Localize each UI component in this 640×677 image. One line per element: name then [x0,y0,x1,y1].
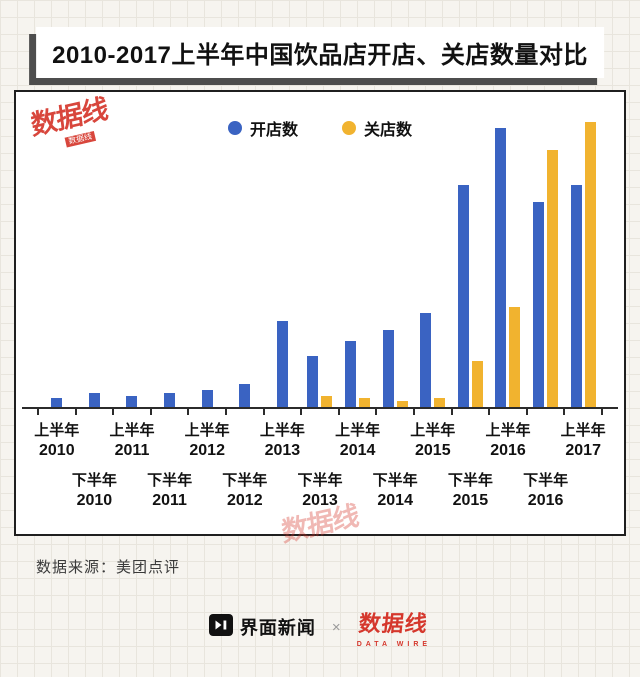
close-count-bar [509,307,521,407]
legend-label: 关店数 [364,122,413,139]
open-count-bar [382,330,394,407]
jiemian-news-icon [208,613,233,642]
bar-group [489,110,527,407]
bar-group [376,110,414,407]
open-count-bar [457,185,469,407]
x-axis-label: 下半年 2016 [523,472,569,509]
legend-item: 开店数 [227,116,298,140]
axis-tick [488,409,491,415]
x-axis-label: 上半年 2013 [259,422,305,459]
bar-group [301,110,339,407]
axis-tick [601,409,603,415]
x-axis-label: 上半年 2012 [184,422,230,459]
jiemian-news-label: 界面新闻 [239,618,316,638]
axis-tick [375,409,378,415]
close-count-bar [396,401,408,407]
open-count-bar [570,185,582,407]
x-axis-label: 下半年 2011 [147,472,193,509]
open-count-bar [276,321,288,407]
open-count-bar [51,398,63,407]
axis-tick [149,409,152,415]
open-count-bar [533,202,545,407]
legend-dot-icon [227,121,242,135]
chart-legend: 开店数 关店数 [16,116,624,140]
x-axis-label: 上半年 2017 [560,422,606,459]
close-count-bar [584,122,596,407]
bar-group [264,110,302,407]
x-axis-label: 下半年 2015 [447,472,493,509]
bar-group [339,110,377,407]
bar-group [452,110,490,407]
x-axis-label: 上半年 2011 [109,422,155,459]
x-axis-label: 上半年 2015 [410,422,456,459]
logo-separator: × [331,618,341,636]
close-count-bar [471,361,483,407]
axis-tick [450,409,453,415]
axis-tick [74,409,77,415]
bar-plot-area [22,110,618,409]
open-count-bar [495,128,507,407]
open-count-bar [164,393,176,407]
x-axis-labels: 上半年 2010 下半年 2010 上半年 2011 下半年 2011 上半年 2012 下半年 20… [34,413,605,531]
datawire-logo: 数据线 DATA WIRE [357,606,431,648]
open-count-bar [126,396,138,407]
x-axis-label: 下半年 2012 [222,472,268,509]
x-axis-label: 上半年 2014 [335,422,381,459]
data-source-note: 数据来源：美团点评 [36,559,181,576]
close-count-bar [321,396,333,407]
axis-tick [525,409,528,415]
close-count-bar [434,398,446,407]
axis-tick [187,409,190,415]
open-count-bar [88,393,100,407]
open-count-bar [420,313,432,407]
axis-tick [262,409,265,415]
x-axis-label: 上半年 2016 [485,422,531,459]
legend-label: 开店数 [249,122,298,139]
bar-group [76,110,114,407]
legend-item: 关店数 [342,116,412,140]
axis-tick [37,409,39,415]
jiemian-news-logo: 界面新闻 [208,613,316,642]
bar-group [38,110,76,407]
bar-group [188,110,226,407]
datawire-subtitle: DATA WIRE [356,641,432,648]
axis-tick [563,409,566,415]
close-count-bar [547,150,559,407]
open-count-bar [345,341,357,407]
axis-tick [112,409,115,415]
open-count-bar [201,390,213,407]
axis-tick [300,409,303,415]
x-axis-label: 下半年 2014 [372,472,418,509]
close-count-bar [359,398,371,407]
x-axis-label: 上半年 2010 [34,422,80,459]
open-count-bar [239,384,251,407]
axis-tick [337,409,340,415]
legend-dot-icon [342,121,356,135]
datawire-label: 数据线 [357,611,430,636]
axis-tick [413,409,415,415]
bar-group [151,110,189,407]
bar-group [564,110,602,407]
bar-group [226,110,264,407]
x-axis-ticks [37,409,603,416]
axis-tick [225,409,227,415]
chart-card: 数据线 数据线 开店数 关店数 上半年 2010 下半年 2010 上半年 2011 下半年 2… [14,90,626,548]
bar-group [113,110,151,407]
bar-group [527,110,565,407]
footer-logos: 界面新闻 × 数据线 DATA WIRE [0,606,640,648]
open-count-bar [307,356,319,407]
x-axis-label: 下半年 2013 [297,472,343,509]
bar-group [414,110,452,407]
x-axis-label: 下半年 2010 [71,472,117,509]
page-title: 2010-2017上半年中国饮品店开店、关店数量对比 [36,27,604,78]
